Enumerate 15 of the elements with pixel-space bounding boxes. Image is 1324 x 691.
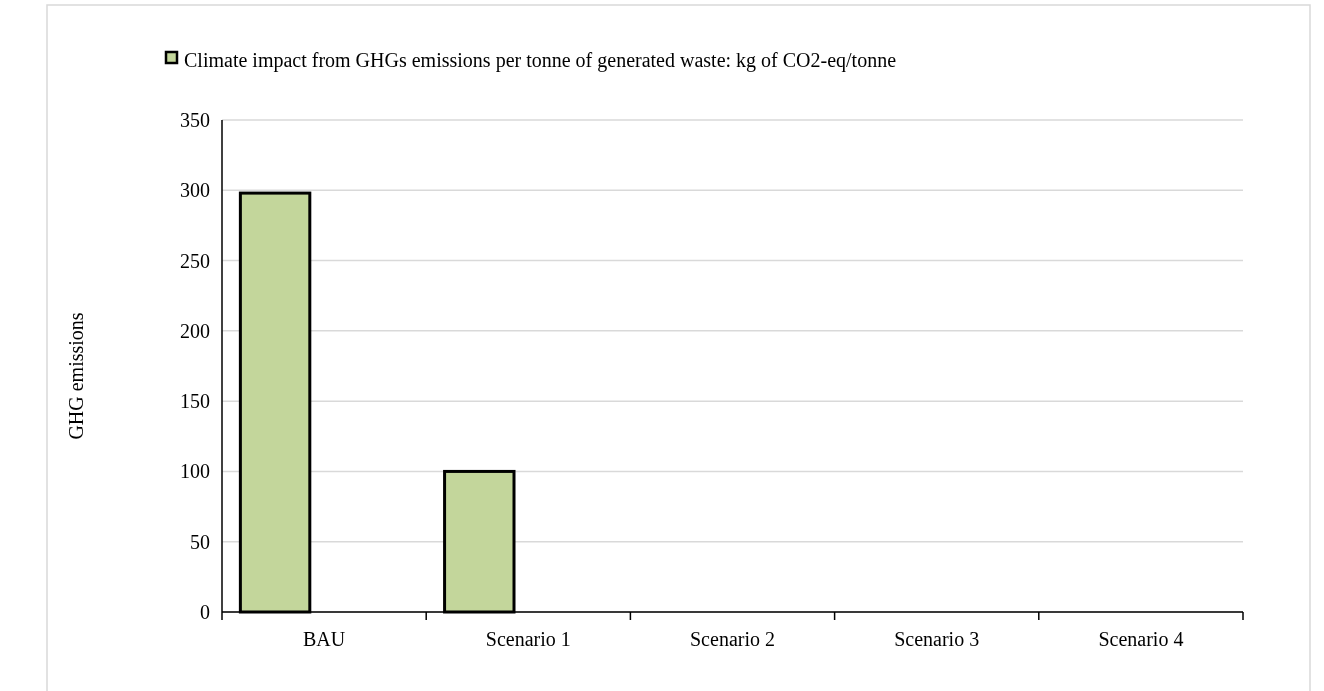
y-tick-label: 350 [180, 109, 210, 131]
y-tick-label: 100 [180, 460, 210, 483]
y-tick-label: 250 [180, 249, 210, 272]
y-tick-label: 200 [180, 319, 210, 342]
x-tick-label: Scenario 4 [1098, 628, 1184, 650]
y-axis-title: GHG emissions [65, 312, 87, 440]
x-tick-label: BAU [302, 628, 346, 650]
y-tick-label: 0 [200, 601, 210, 623]
x-tick-label: Scenario 1 [485, 628, 571, 650]
y-tick-label: 300 [180, 179, 210, 202]
x-tick-label: Scenario 3 [894, 628, 980, 650]
y-tick-label: 50 [190, 530, 210, 553]
legend-label: Climate impact from GHGs emissions per tonne of generated waste: kg of CO2-eq/tonne [184, 49, 897, 72]
x-tick-label: Scenario 2 [690, 628, 775, 650]
y-tick-label: 150 [180, 390, 210, 413]
